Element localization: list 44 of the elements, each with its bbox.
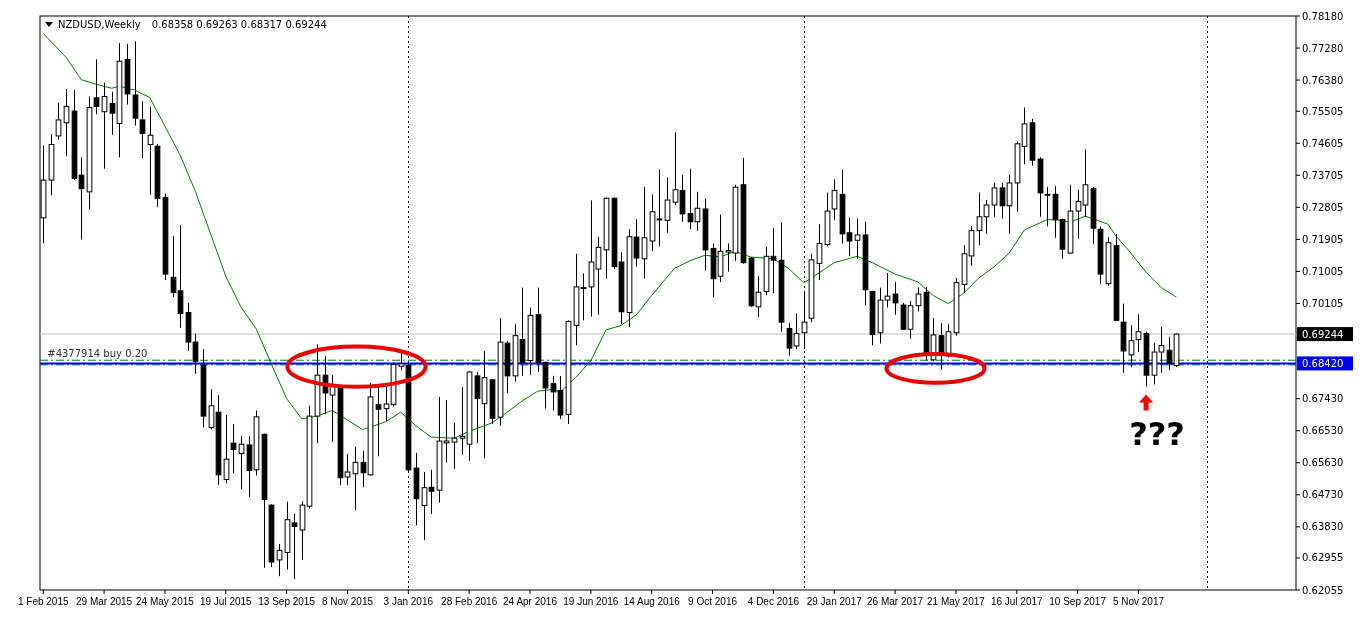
x-tick-label: 3 Jan 2016 [383, 596, 434, 607]
x-tick-label: 21 May 2017 [927, 596, 986, 607]
y-tick-label: 0.77280 [1302, 42, 1344, 54]
y-tick-label: 0.67430 [1302, 393, 1344, 405]
y-tick-label: 0.75505 [1302, 105, 1344, 117]
x-tick-label: 14 Aug 2016 [623, 596, 681, 607]
y-tick-label: 0.76380 [1302, 74, 1344, 86]
x-tick-label: 28 Feb 2016 [441, 596, 498, 607]
x-tick-label: 10 Sep 2017 [1049, 596, 1107, 607]
y-tick-label: 0.78180 [1302, 10, 1344, 22]
y-tick-label: 0.64730 [1302, 489, 1344, 501]
ref-line-label: 0.68420 [1302, 357, 1344, 369]
x-tick-label: 9 Oct 2016 [688, 596, 738, 607]
x-tick-label: 4 Dec 2016 [747, 596, 800, 607]
x-tick-label: 1 Feb 2015 [17, 596, 69, 607]
x-tick-label: 19 Jul 2015 [199, 596, 253, 607]
annotation: ??? [1129, 414, 1185, 453]
x-tick-label: 5 Nov 2017 [1112, 596, 1165, 607]
annotation: #4377914 buy 0.20 [47, 348, 148, 360]
y-tick-label: 0.70105 [1302, 297, 1344, 309]
y-tick-label: 0.62955 [1302, 552, 1344, 564]
x-tick-label: 24 Apr 2016 [503, 596, 558, 607]
candlestick [139, 100, 146, 159]
y-tick-label: 0.71005 [1302, 265, 1344, 277]
y-tick-label: 0.73705 [1302, 169, 1344, 181]
y-tick-label: 0.71905 [1302, 233, 1344, 245]
candlestick [147, 105, 154, 196]
y-tick-label: 0.66530 [1302, 425, 1344, 437]
chart-subtitle: 0.68358 0.69263 0.68317 0.69244 [151, 19, 327, 30]
y-tick-label: 0.62055 [1302, 584, 1344, 596]
x-tick-label: 13 Sep 2015 [258, 596, 316, 607]
x-tick-label: 16 Jul 2017 [990, 596, 1044, 607]
chart-title: NZDUSD,Weekly [58, 19, 141, 30]
x-tick-label: 24 May 2015 [136, 596, 195, 607]
x-tick-label: 19 Jun 2016 [563, 596, 619, 607]
y-tick-label: 0.63830 [1302, 521, 1344, 533]
y-tick-label: 0.72805 [1302, 201, 1344, 213]
y-tick-label: 0.65630 [1302, 457, 1344, 469]
ref-line-label: 0.69244 [1302, 328, 1344, 340]
x-tick-label: 8 Nov 2015 [321, 596, 374, 607]
x-tick-label: 26 Mar 2017 [867, 596, 924, 607]
y-tick-label: 0.74605 [1302, 137, 1344, 149]
x-tick-label: 29 Mar 2015 [76, 596, 133, 607]
x-tick-label: 29 Jan 2017 [806, 596, 863, 607]
